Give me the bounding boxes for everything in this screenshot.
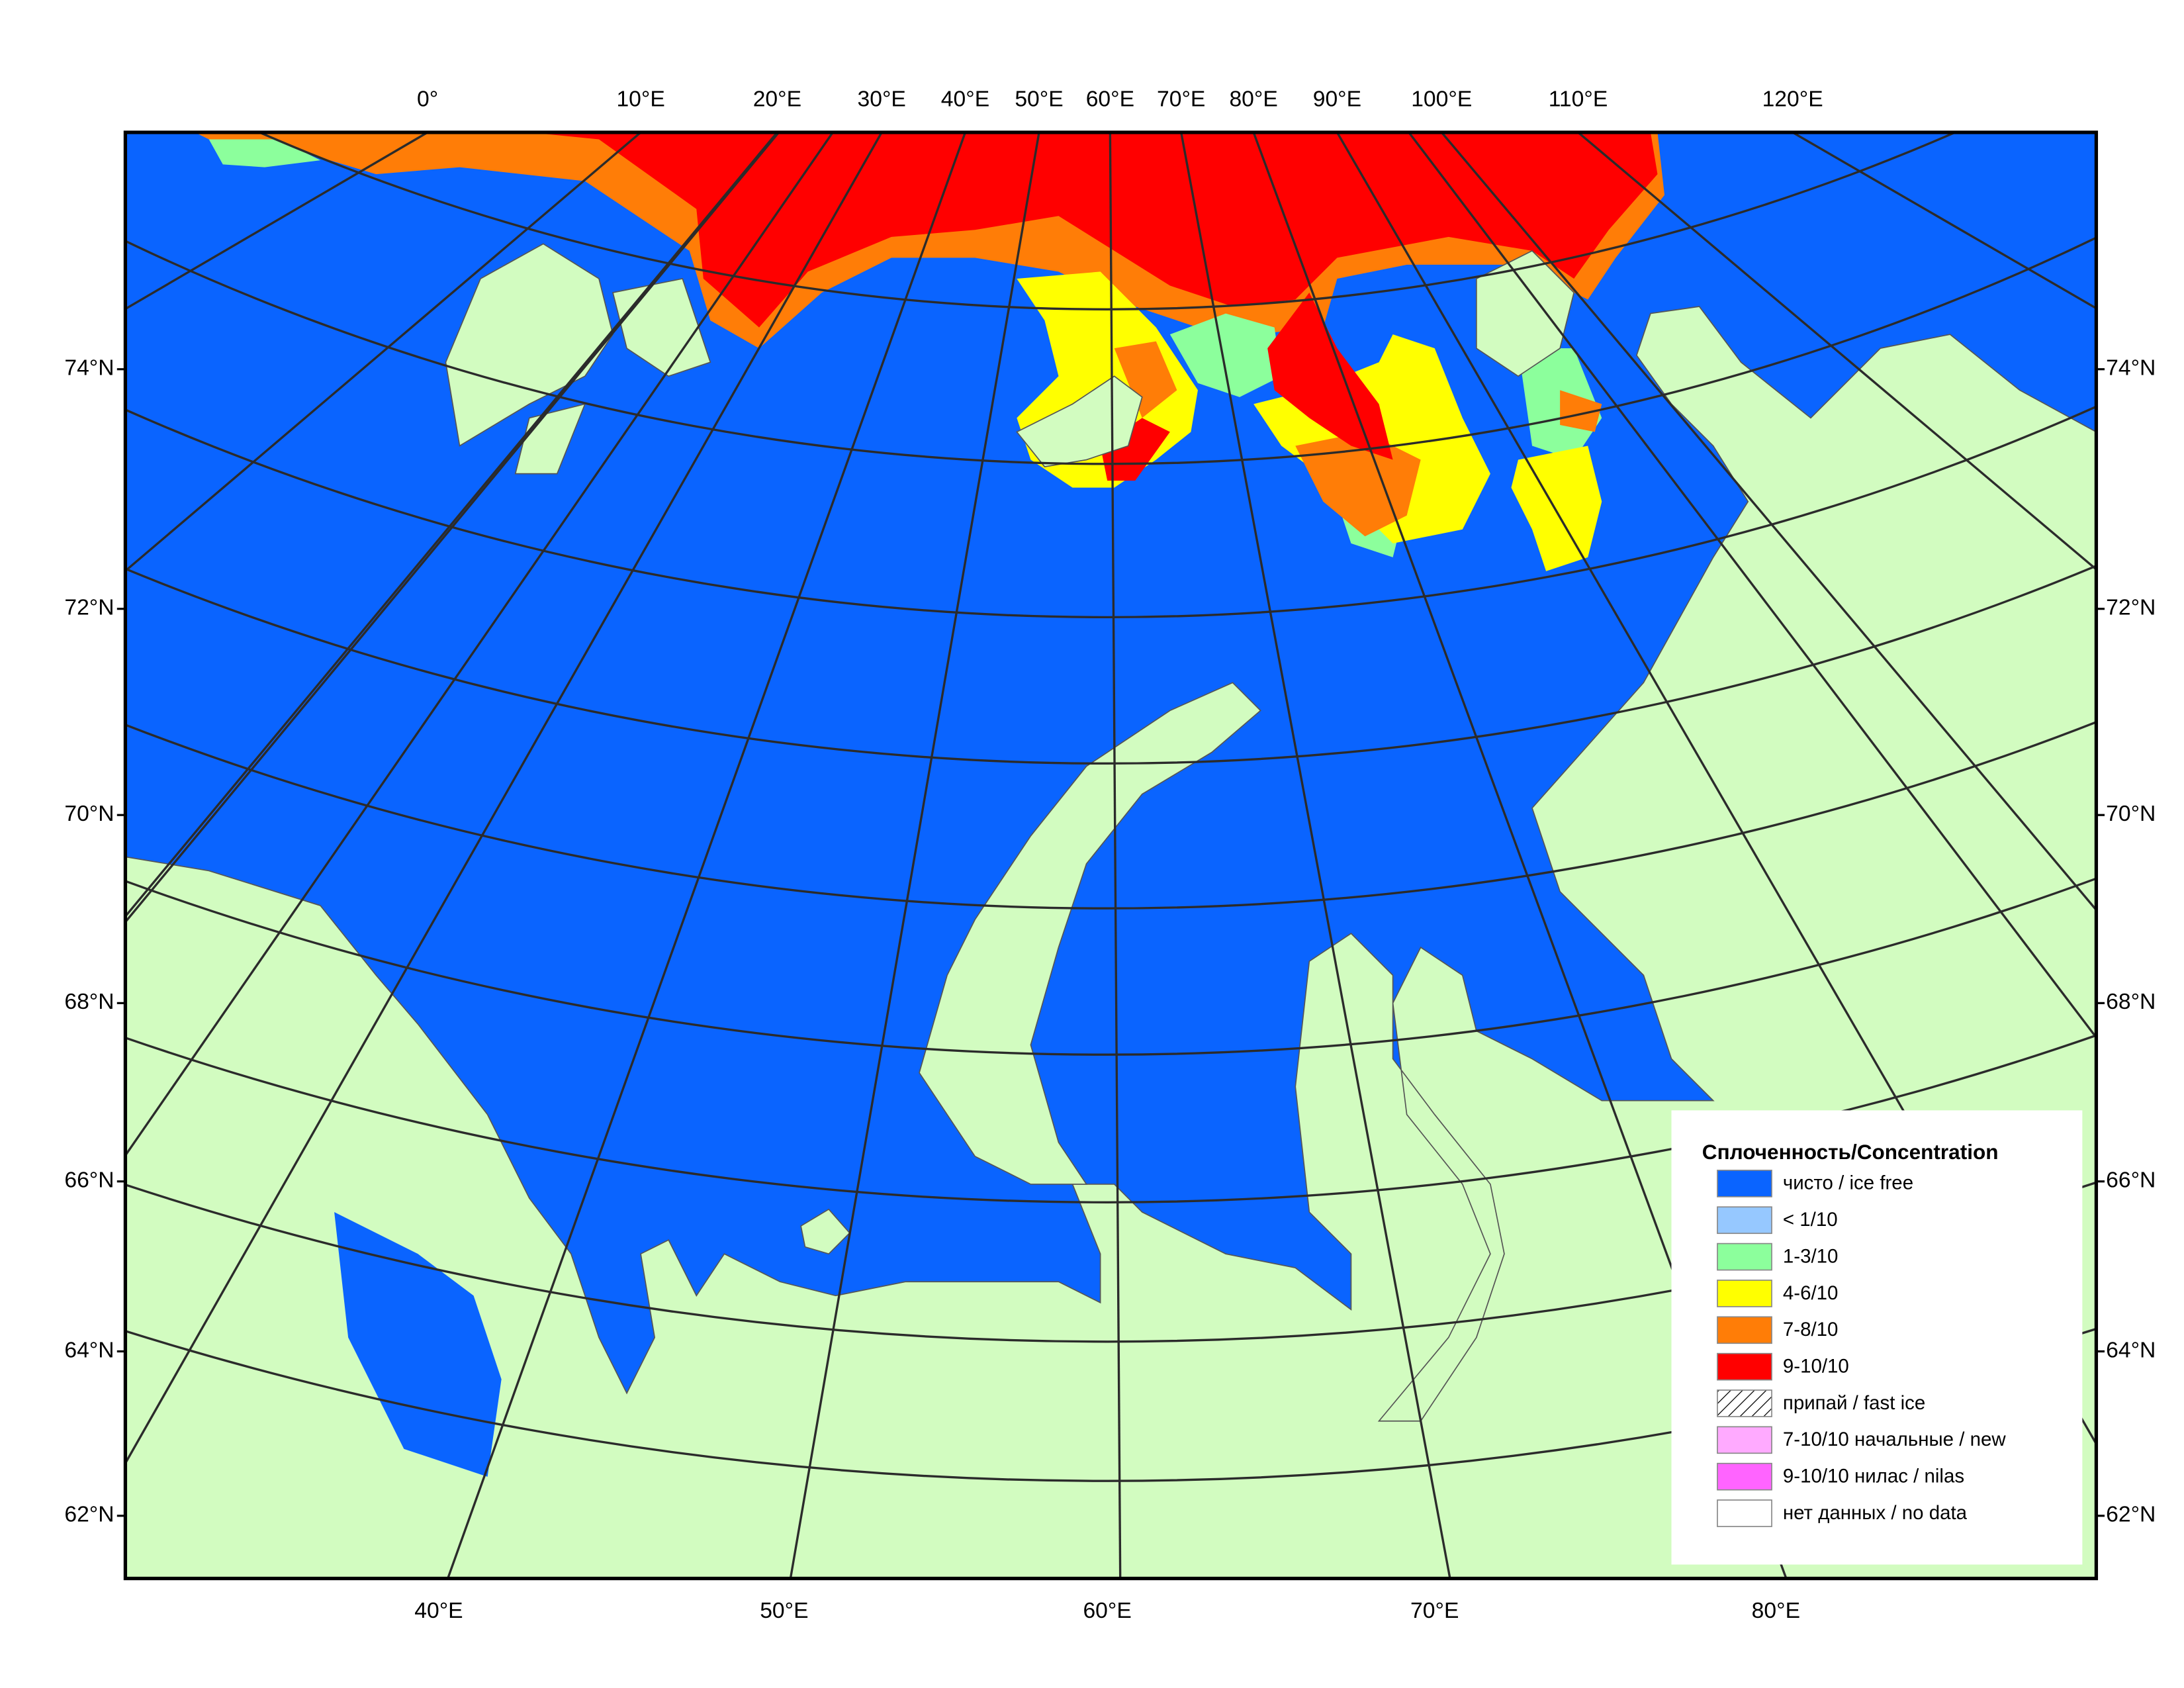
left-latitude-label: 70°N [64,802,114,826]
map-frame [123,130,2099,1581]
left-latitude-label: 64°N [64,1338,114,1362]
meridian [125,132,835,1158]
meridian [1440,132,2097,912]
ice-red-patch [1100,293,1393,481]
parallel [125,876,2097,1055]
bottom-longitude-label: 40°E [414,1599,463,1623]
top-longitude-label: 110°E [1549,87,1608,111]
top-longitude-label: 10°E [616,87,664,111]
map-body [125,132,2097,1579]
legend-label: припай / fast ice [1783,1392,1925,1414]
parallel [125,1181,2097,1342]
top-longitude-label: 70°E [1157,87,1205,111]
meridian [125,132,780,924]
top-longitude-label: 0° [417,87,438,111]
legend-swatch [1717,1462,1772,1491]
top-longitude-label: 20°E [753,87,801,111]
legend-label: чисто / ice free [1783,1172,1913,1194]
bottom-longitude-label: 80°E [1752,1599,1800,1623]
left-latitude-label: 62°N [64,1503,114,1527]
legend-swatch [1717,1499,1772,1527]
bottom-longitude-label: 60°E [1083,1599,1131,1623]
left-latitude-label: 72°N [64,596,114,620]
right-latitude-label: 68°N [2106,990,2156,1014]
legend-label: 9-10/10 нилас / nilas [1783,1466,1964,1487]
legend-title: Сплоченность/Concentration [1702,1140,1999,1164]
labels: 0° 10°E 20°E 30°E 40°E 50°E 60°E 70°E 80°E 90°E 10… [64,87,2156,1622]
left-latitude-label: 74°N [64,356,114,381]
right-latitude-label: 64°N [2106,1338,2156,1362]
legend-label: 1-3/10 [1783,1245,1839,1267]
graticule [125,132,2097,1579]
legend-label: 7-8/10 [1783,1319,1839,1340]
right-latitude-label: 70°N [2106,802,2156,826]
bottom-longitude-label: 50°E [760,1599,808,1623]
severnaya-zemlya [1476,250,1575,377]
meridian [789,132,1040,1579]
left-latitude-label: 66°N [64,1168,114,1193]
top-longitude-label: 90°E [1313,87,1361,111]
meridian [1109,132,1122,1579]
franz-josef-land [1016,375,1143,467]
novaya-zemlya [919,682,1261,1185]
parallel [257,132,1958,310]
ice-yellow [1017,271,1602,571]
top-longitude-label: 30°E [858,87,906,111]
right-latitude-label: 72°N [2106,596,2156,620]
legend-swatch [1717,1243,1772,1271]
left-latitude-label: 68°N [64,990,114,1014]
legend-swatch [1717,1206,1772,1235]
bottom-longitude-label: 70°E [1410,1599,1459,1623]
kolguev [800,1208,850,1255]
top-longitude-label: 120°E [1762,87,1823,111]
parallel [125,405,2097,618]
legend-swatch [1717,1352,1772,1381]
top-longitude-label: 80°E [1229,87,1277,111]
legend-label: 7-10/10 начальные / new [1783,1429,2006,1450]
legend-swatch [1717,1280,1772,1307]
legend-swatch [1717,1426,1772,1454]
top-longitude-label: 60°E [1086,87,1134,111]
right-latitude-label: 62°N [2106,1503,2156,1527]
legend-label: 4-6/10 [1783,1282,1839,1304]
meridian [447,132,967,1579]
meridian [125,132,779,919]
parallel [125,236,2097,465]
parallel [125,563,2097,764]
top-longitude-label: 100°E [1411,87,1472,111]
meridian [125,132,884,1466]
top-longitude-label: 50°E [1015,87,1063,111]
legend-swatch [1717,1316,1772,1344]
legend: Сплоченность/Concentration чисто / ice f… [1671,1110,2083,1565]
right-latitude-label: 74°N [2106,356,2156,381]
right-latitude-label: 66°N [2106,1168,2156,1193]
meridian [1179,132,1451,1579]
legend-label: < 1/10 [1783,1209,1838,1231]
legend-swatch [1717,1170,1772,1197]
white-sea [334,1212,502,1477]
meridian [1407,132,2097,1040]
ice-red [195,132,1658,328]
legend-label: нет данных / no data [1783,1502,1968,1524]
parallel [125,1033,2097,1203]
parallel [125,720,2097,909]
legend-label: 9-10/10 [1783,1355,1849,1377]
legend-swatch [1717,1389,1772,1417]
parallel [125,1327,2097,1481]
top-longitude-label: 40°E [941,87,989,111]
